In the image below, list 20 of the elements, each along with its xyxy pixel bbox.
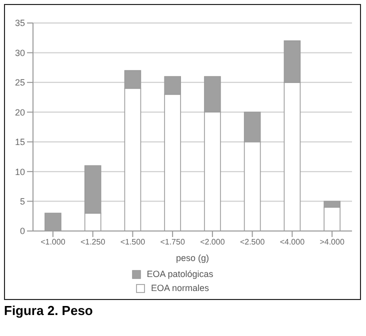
- y-tick-label: 35: [14, 18, 25, 28]
- y-tick-label: 20: [14, 107, 25, 118]
- y-tick-label: 0: [20, 226, 25, 236]
- x-axis-title: peso (g): [176, 253, 210, 263]
- x-tick-label: <1.000: [40, 238, 66, 247]
- x-tick-label: <1.500: [120, 238, 146, 247]
- legend-label: EOA patológicas: [146, 269, 214, 279]
- y-tick-label: 5: [20, 196, 25, 206]
- x-tick-label: <4.000: [280, 238, 306, 247]
- y-tick-label: 10: [14, 166, 25, 177]
- y-tick-label: 25: [14, 78, 25, 88]
- x-tick-label: <2.000: [200, 238, 226, 247]
- text: Figura 2. Peso: [4, 303, 93, 318]
- y-tick-label: 30: [14, 48, 25, 58]
- x-tick-label: >4.000: [320, 238, 345, 247]
- x-tick-label: <1.250: [80, 238, 106, 247]
- y-tick-label: 15: [14, 137, 25, 148]
- x-tick-label: <2.500: [240, 238, 266, 247]
- x-tick-label: <1.750: [160, 238, 186, 247]
- legend-label: EOA normales: [150, 283, 210, 293]
